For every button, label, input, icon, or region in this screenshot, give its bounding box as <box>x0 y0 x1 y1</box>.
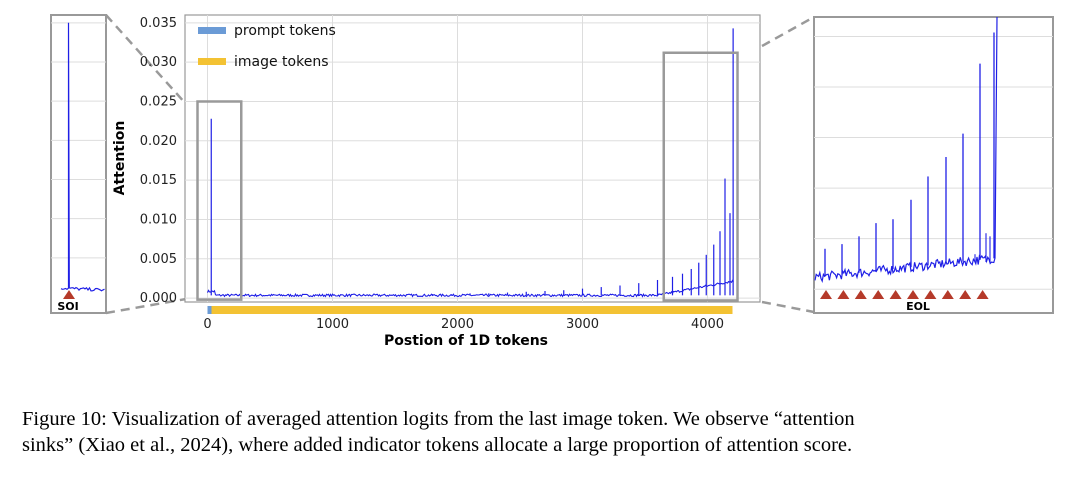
eol-zoom-line <box>814 16 998 284</box>
figure-caption: Figure 10: Visualization of averaged att… <box>22 406 1067 458</box>
soi-zoom-line <box>60 22 105 292</box>
x-tick-label: 3000 <box>566 317 599 332</box>
token-bar-image <box>211 306 733 314</box>
attention-figure: 0.000 0.005 0.010 0.015 0.020 0.025 0.030 0.035… <box>50 14 1054 349</box>
eol-zoom-spikes <box>824 32 995 277</box>
eol-marker-icon <box>837 290 850 299</box>
main-plot: 0.000 0.005 0.010 0.015 0.020 0.025 0.030 0.035… <box>112 14 761 349</box>
x-tick-label: 0 <box>203 317 211 332</box>
legend-swatch-prompt <box>198 27 226 34</box>
token-type-bars <box>207 306 733 314</box>
zoom-box-soi <box>196 100 243 301</box>
connector-right-bottom <box>761 300 815 314</box>
y-tick-label: 0.020 <box>140 134 177 149</box>
soi-zoom-frame <box>50 14 107 314</box>
caption-line-1: Figure 10: Visualization of averaged att… <box>22 408 855 430</box>
eol-zoom-frame <box>813 16 1054 314</box>
x-tick-label: 2000 <box>441 317 474 332</box>
soi-marker-label: SOI <box>57 300 78 313</box>
y-tick-label: 0.005 <box>140 252 177 267</box>
y-axis-label: Attention <box>112 121 128 196</box>
y-tick-label: 0.000 <box>140 291 177 306</box>
caption-line-2: sinks” (Xiao et al., 2024), where added … <box>22 434 853 456</box>
zoom-connectors <box>105 14 815 315</box>
token-bar-prompt <box>207 306 212 314</box>
y-tick-label: 0.035 <box>140 16 177 31</box>
eol-marker-icon <box>941 290 954 299</box>
legend-label-prompt: prompt tokens <box>234 23 336 39</box>
eol-marker-icon <box>872 290 885 299</box>
eol-zoom-plot: EOL <box>813 16 1054 314</box>
connector-left-top <box>105 14 187 105</box>
legend: prompt tokens image tokens <box>198 23 336 70</box>
soi-zoom-plot: SOI <box>50 14 107 314</box>
y-tick-label: 0.010 <box>140 212 177 227</box>
y-tick-labels: 0.000 0.005 0.010 0.015 0.020 0.025 0.030 0.035 <box>140 16 177 306</box>
connector-right-top <box>761 15 815 48</box>
eol-zoom-gridlines <box>814 35 1053 290</box>
x-tick-labels: 0 1000 2000 3000 4000 <box>203 317 724 332</box>
legend-swatch-image <box>198 58 226 65</box>
y-tick-label: 0.015 <box>140 173 177 188</box>
x-tick-label: 4000 <box>691 317 724 332</box>
eol-marker-label: EOL <box>906 300 930 313</box>
eol-marker-icon <box>820 290 832 299</box>
eol-marker-icon <box>907 290 919 299</box>
eol-marker-icon <box>854 290 867 299</box>
y-tick-label: 0.030 <box>140 55 177 70</box>
x-tick-label: 1000 <box>316 317 349 332</box>
eol-marker-icon <box>889 290 902 299</box>
connector-left-bottom <box>105 297 187 315</box>
attention-spikes <box>210 28 734 296</box>
zoom-box-eol <box>662 51 739 302</box>
soi-marker-icon <box>63 290 75 299</box>
x-axis-label: Postion of 1D tokens <box>384 333 548 349</box>
eol-marker-icon <box>924 290 937 299</box>
y-tick-label: 0.025 <box>140 94 177 109</box>
eol-marker-icon <box>959 290 972 299</box>
eol-marker-icon <box>976 290 989 299</box>
soi-zoom-gridlines <box>51 22 106 259</box>
eol-marker-icons <box>820 290 989 299</box>
legend-label-image: image tokens <box>234 54 329 70</box>
